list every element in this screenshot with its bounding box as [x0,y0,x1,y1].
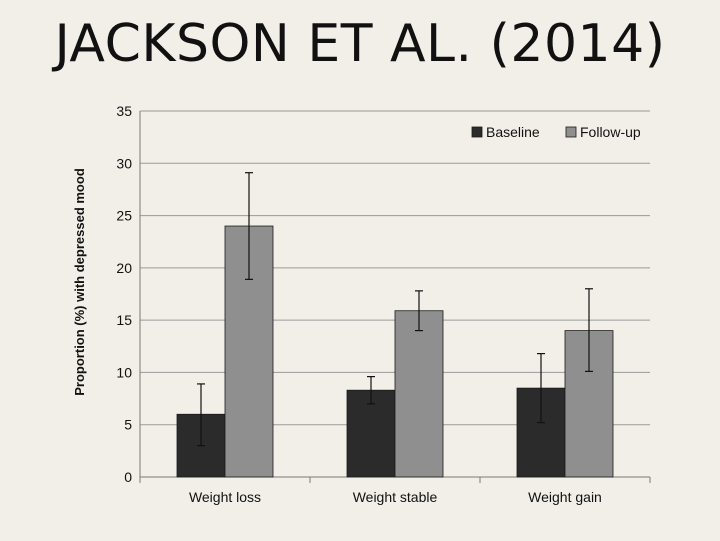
y-tick-label: 35 [116,103,132,119]
y-axis-title: Proportion (%) with depressed mood [72,168,87,396]
x-tick-label: Weight stable [353,489,438,505]
x-tick-label: Weight loss [189,489,261,505]
bar-follow-up-2 [394,310,444,478]
y-tick-label: 10 [116,364,132,380]
bars [176,225,614,478]
legend-swatch-follow-up [565,126,577,138]
y-tick-label: 0 [124,469,132,485]
y-tick-label: 5 [124,417,132,433]
error-bars [197,172,593,447]
y-tick-labels: 0 5 10 15 20 25 30 35 [116,103,132,485]
bar-baseline-2 [346,389,396,478]
x-tick-labels: Weight loss Weight stable Weight gain [189,489,602,505]
y-tick-label: 30 [116,155,132,171]
legend: Baseline Follow-up [471,124,641,140]
slide-title: JACKSON ET AL. (2014) [54,14,666,74]
legend-swatch-baseline [471,126,483,138]
y-tick-label: 25 [116,208,132,224]
y-tick-label: 15 [116,312,132,328]
y-tick-label: 20 [116,260,132,276]
legend-label-baseline: Baseline [486,124,540,140]
legend-label-follow-up: Follow-up [580,124,641,140]
x-tick-label: Weight gain [528,489,602,505]
